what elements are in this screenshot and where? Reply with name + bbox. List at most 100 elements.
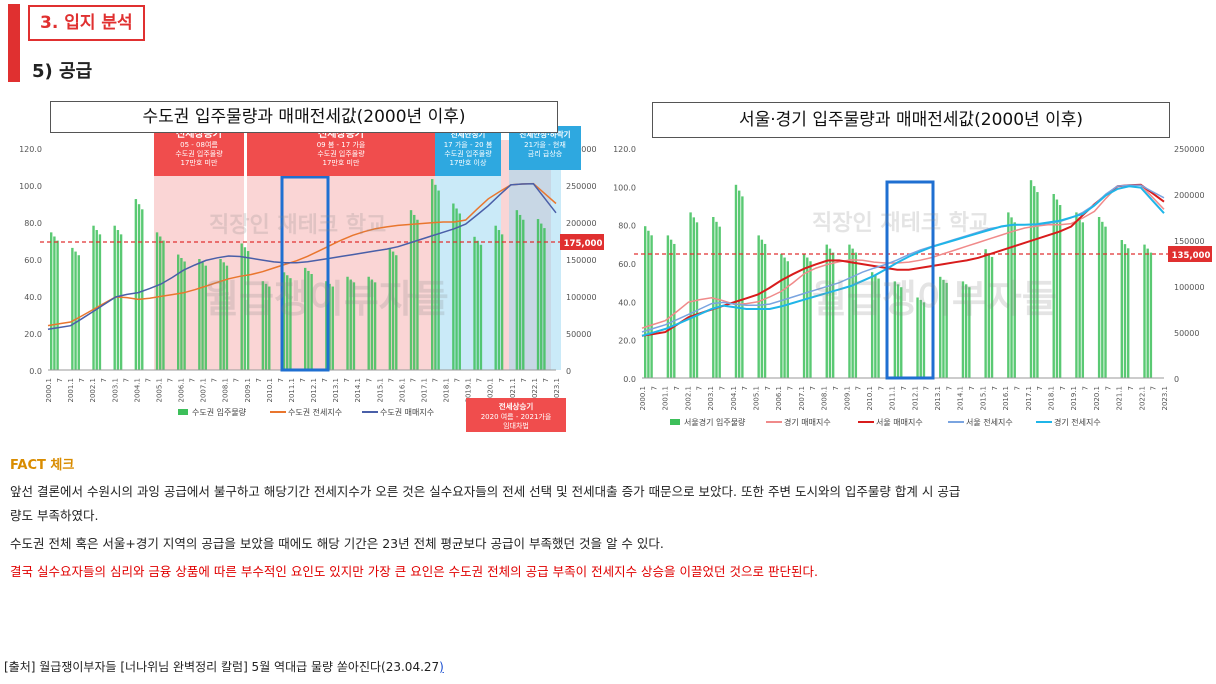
left-axis-tick: 20.0: [618, 337, 636, 346]
x-axis-tick: 7: [520, 378, 528, 382]
supply-bar: [1127, 248, 1130, 378]
supply-bar: [50, 232, 53, 370]
supply-bar: [155, 232, 159, 370]
legend-label: 서울 전세지수: [966, 417, 1013, 427]
x-axis-tick: 7: [211, 378, 219, 382]
period-annotation-line: 임대차법: [503, 421, 529, 430]
average-supply-label: 135,000: [1172, 251, 1211, 261]
period-annotation-box: [509, 126, 581, 170]
x-axis-tick: 7: [718, 386, 726, 390]
x-axis-tick: 7: [100, 378, 108, 382]
supply-bar: [809, 261, 812, 378]
supply-bar: [325, 281, 328, 370]
x-axis-tick: 2020.1: [1093, 386, 1101, 411]
right-axis-tick: 200000: [1174, 191, 1205, 200]
right-axis-tick: 100000: [1174, 283, 1205, 292]
x-axis-tick: 2020.1: [487, 378, 495, 403]
supply-bar: [540, 223, 543, 370]
x-axis-tick: 7: [855, 386, 863, 390]
supply-bar: [500, 234, 504, 370]
x-axis-tick: 2004.1: [133, 378, 141, 403]
supply-bar: [74, 251, 77, 370]
highlight-period-box: [280, 175, 330, 372]
x-axis-tick: 2019.1: [1070, 386, 1078, 411]
x-axis-tick: 2023.1: [1161, 386, 1169, 411]
chart-seoul-gyeonggi-title: 서울·경기 입주물량과 매매전세값(2000년 이후): [652, 102, 1170, 138]
supply-bar: [942, 279, 945, 378]
x-axis-tick: 2016.1: [1002, 386, 1010, 411]
x-axis-tick: 7: [923, 386, 931, 390]
x-axis-tick: 7: [1082, 386, 1090, 390]
left-axis-tick: 40.0: [24, 293, 42, 302]
supply-bar: [543, 228, 546, 370]
x-axis-tick: 7: [673, 386, 681, 390]
chart-seoul-gyeonggi: 120.0 100.0 80.0 60.0 40.0 20.0 0.0 250000 20000…: [612, 100, 1212, 440]
supply-bar: [416, 219, 419, 370]
supply-bar: [137, 204, 141, 370]
average-supply-label-bg: [560, 234, 604, 250]
period-annotation-line: 수도권 입주물량: [444, 150, 492, 158]
watermark-line-1: 직장인 재테크 학교: [209, 213, 386, 238]
supply-bar: [1149, 252, 1153, 378]
right-axis-tick: 150000: [566, 256, 597, 265]
supply-bar: [734, 184, 738, 378]
x-axis-tick: 2012.1: [911, 386, 919, 411]
supply-bar: [1101, 221, 1104, 378]
supply-bar: [77, 255, 80, 370]
supply-bar: [352, 282, 356, 370]
supply-bar: [741, 196, 744, 378]
x-axis-tick: 2005.1: [155, 378, 163, 403]
watermark-line-2: 월급쟁이부자들: [204, 277, 449, 321]
x-axis-tick: 2014.1: [354, 378, 362, 403]
x-axis-tick: 7: [1013, 386, 1021, 390]
left-axis-tick: 20.0: [24, 330, 42, 339]
supply-bar: [243, 247, 247, 370]
x-axis-tick: 7: [233, 378, 241, 382]
x-axis-tick: 2005.1: [752, 386, 760, 411]
supply-bar: [476, 240, 479, 370]
supply-bar: [1120, 240, 1124, 378]
x-axis-tick: 2000.1: [45, 378, 53, 403]
supply-bar: [1078, 217, 1081, 378]
chart-metro: 120.0 100.0 80.0 60.0 40.0 20.0 0.0 300000 25000…: [4, 100, 604, 440]
period-annotation-line: 수도권 입주물량: [317, 150, 365, 158]
x-axis-tick: 2008.1: [821, 386, 829, 411]
supply-bar: [848, 244, 851, 378]
x-axis-tick: 7: [1127, 386, 1135, 390]
supply-bar: [984, 249, 987, 378]
highlight-period-box: [885, 180, 935, 380]
x-axis-tick: 7: [454, 378, 462, 382]
x-axis-tick: 7: [809, 386, 817, 390]
supply-bar: [183, 261, 186, 370]
supply-bar: [494, 225, 497, 370]
right-axis-tick: 0: [566, 367, 571, 376]
supply-bar: [180, 258, 183, 370]
x-axis-tick: 2001.1: [662, 386, 670, 411]
right-axis-tick: 150000: [1174, 237, 1205, 246]
left-axis-tick: 80.0: [24, 219, 42, 228]
x-axis-tick: 7: [78, 378, 86, 382]
supply-bar: [689, 212, 692, 378]
x-axis-tick: 7: [144, 378, 152, 382]
supply-bar: [264, 283, 268, 370]
supply-bar: [395, 255, 398, 370]
x-axis-tick: 7: [741, 386, 749, 390]
fact-conclusion: 결국 실수요자들의 심리와 금융 상품에 따른 부수적인 요인도 있지만 가장 …: [10, 564, 818, 579]
x-axis-tick: 2013.1: [332, 378, 340, 403]
supply-bar: [522, 219, 525, 370]
x-axis-tick: 2017.1: [420, 378, 428, 403]
x-axis-tick: 7: [321, 378, 329, 382]
supply-bar: [1029, 180, 1033, 378]
x-axis-tick: 2006.1: [775, 386, 783, 411]
source-link[interactable]: ): [439, 660, 444, 674]
supply-bar: [763, 243, 767, 378]
right-axis-tick: 300000: [566, 145, 597, 154]
supply-bar: [1036, 192, 1039, 378]
supply-bar: [134, 199, 138, 370]
x-axis-tick: 2022.1: [531, 378, 539, 403]
x-axis-tick: 7: [764, 386, 772, 390]
x-axis-tick: 7: [255, 378, 263, 382]
average-supply-label: 175,000: [564, 239, 603, 249]
legend-label: 수도권 전세지수: [288, 407, 342, 417]
legend-label: 서울경기 입주물량: [684, 417, 746, 427]
